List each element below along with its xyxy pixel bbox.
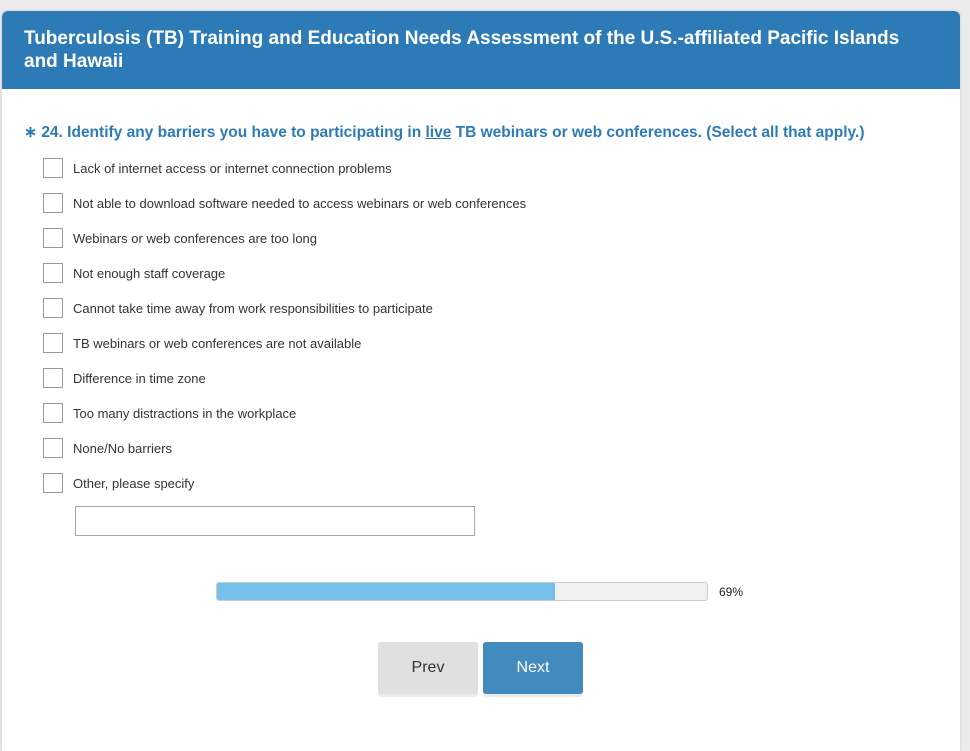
option-7[interactable]: Too many distractions in the workplace [43,403,296,423]
option-label: TB webinars or web conferences are not a… [73,335,362,351]
option-8[interactable]: None/No barriers [43,438,172,458]
option-2[interactable]: Webinars or web conferences are too long [43,228,317,248]
checkbox[interactable] [43,263,63,283]
survey-title: Tuberculosis (TB) Training and Education… [24,28,900,72]
option-label: Lack of internet access or internet conn… [73,160,392,176]
checkbox[interactable] [43,438,63,458]
option-5[interactable]: TB webinars or web conferences are not a… [43,333,361,353]
option-label: Not enough staff coverage [73,265,226,281]
checkbox[interactable] [43,403,63,423]
option-label: Not able to download software needed to … [73,195,527,211]
required-marker: ∗ [24,124,37,141]
question-emphasis: live [425,124,452,141]
progress-label: 69% [719,585,744,599]
option-1[interactable]: Not able to download software needed to … [43,193,526,213]
option-label: None/No barriers [73,440,172,456]
checkbox[interactable] [43,158,63,178]
option-label: Cannot take time away from work responsi… [73,300,433,316]
question-suffix: TB webinars or web conferences. (Select … [451,124,865,141]
survey-header: Tuberculosis (TB) Training and Education… [2,11,960,89]
question-prefix: 24. Identify any barriers you have to pa… [41,124,426,141]
checkbox[interactable] [43,473,63,493]
checkbox[interactable] [43,228,63,248]
option-label: Webinars or web conferences are too long [73,230,318,246]
survey-card: Tuberculosis (TB) Training and Education… [2,11,960,751]
prev-button[interactable]: Prev [378,642,478,694]
next-button[interactable]: Next [483,642,583,694]
question-text: ∗ 24. Identify any barriers you have to … [24,123,865,142]
progress-bar [216,582,708,601]
option-6[interactable]: Difference in time zone [43,368,206,388]
checkbox[interactable] [43,298,63,318]
option-label: Other, please specify [73,475,195,491]
checkbox[interactable] [43,193,63,213]
option-0[interactable]: Lack of internet access or internet conn… [43,158,392,178]
checkbox[interactable] [43,333,63,353]
option-4[interactable]: Cannot take time away from work responsi… [43,298,433,318]
option-9[interactable]: Other, please specify [43,473,194,493]
option-3[interactable]: Not enough staff coverage [43,263,225,283]
progress-fill [217,583,556,600]
other-specify-input[interactable] [75,506,475,536]
option-label: Difference in time zone [73,370,206,386]
option-label: Too many distractions in the workplace [73,405,297,421]
checkbox[interactable] [43,368,63,388]
